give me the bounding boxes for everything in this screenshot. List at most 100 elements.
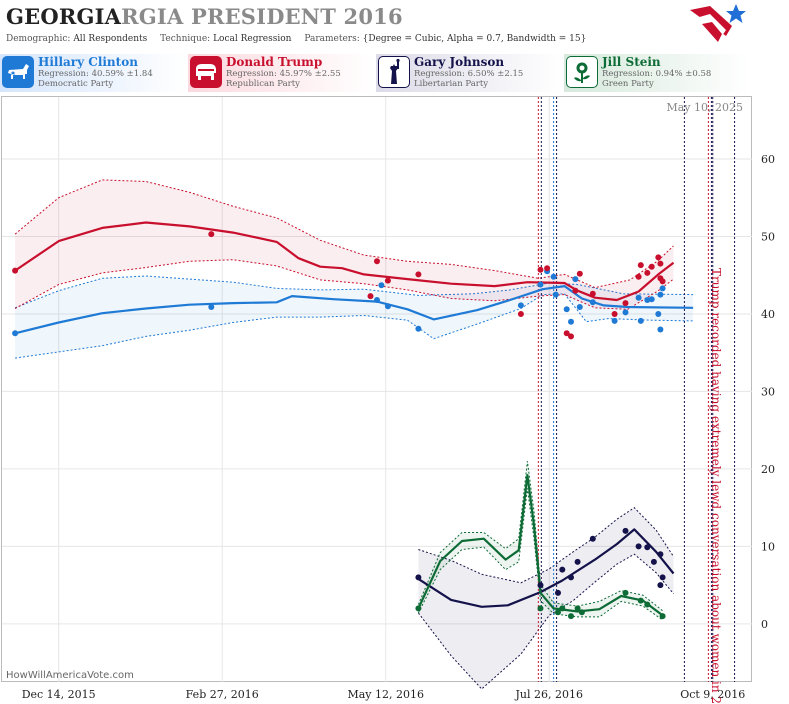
poll-point-hillary-clinton (637, 317, 644, 324)
poll-point-jill-stein (659, 613, 666, 620)
legend-party-trump: Republican Party (226, 79, 300, 89)
poll-point-hillary-clinton (415, 325, 422, 332)
poll-point-hillary-clinton (622, 309, 629, 316)
poll-point-donald-trump (415, 271, 422, 278)
legend-party-johnson: Libertarian Party (414, 79, 489, 89)
race-title: RGIA PRESIDENT 2016 (121, 4, 403, 29)
legend-party-stein: Green Party (602, 79, 654, 89)
demographic-value: All Respondents (73, 34, 148, 44)
poll-point-hillary-clinton (374, 297, 380, 303)
poll-point-donald-trump (635, 273, 642, 280)
poll-point-donald-trump (208, 231, 215, 238)
poll-point-gary-johnson (568, 574, 574, 581)
poll-point-hillary-clinton (517, 302, 524, 309)
legend-stein: Jill Stein Regression: 0.94% ±0.58 Green… (564, 54, 750, 92)
legend-name-clinton: Hillary Clinton (38, 55, 138, 69)
trend-line-donald-trump (14, 221, 675, 302)
poll-point-donald-trump (563, 330, 570, 337)
poll-point-donald-trump (648, 263, 655, 270)
poll-points (12, 231, 666, 620)
x-tick-label: Jul 26, 2016 (514, 688, 583, 701)
y-tick-label: 30 (761, 385, 775, 398)
poll-point-gary-johnson (537, 582, 544, 589)
poll-point-donald-trump (657, 260, 664, 267)
band-lower-donald-trump (14, 259, 674, 310)
legend-clinton: Hillary Clinton Regression: 40.59% ±1.84… (0, 54, 186, 92)
parameters-line: Demographic: All Respondents Technique: … (6, 34, 586, 44)
band-upper-donald-trump (14, 179, 674, 289)
poll-point-hillary-clinton (611, 317, 618, 324)
source-label: HowWillAmericaVote.com (6, 670, 134, 681)
poll-point-gary-johnson (589, 535, 596, 542)
technique-value: Local Regression (213, 34, 292, 44)
poll-point-donald-trump (568, 333, 574, 340)
poll-point-donald-trump (611, 311, 618, 317)
state-name: GEORGIA (6, 4, 122, 29)
legend-party-clinton: Democratic Party (38, 79, 114, 89)
y-axis-ticks: 0 10 20 30 40 50 60 (761, 153, 775, 631)
poll-point-jill-stein (578, 609, 585, 616)
poll-point-donald-trump (367, 293, 374, 300)
poll-point-gary-johnson (657, 551, 664, 558)
poll-point-donald-trump (622, 300, 629, 307)
legend-name-johnson: Gary Johnson (414, 55, 505, 69)
poll-point-donald-trump (537, 266, 544, 273)
y-tick-label: 0 (761, 618, 768, 631)
donkey-icon (2, 56, 34, 88)
poll-point-gary-johnson (635, 543, 642, 550)
poll-point-gary-johnson (650, 558, 657, 565)
legend-regression-johnson: Regression: 6.50% ±2.15 (414, 69, 524, 79)
band-fill-donald-trump (15, 179, 674, 310)
poll-point-hillary-clinton (659, 285, 666, 292)
poll-point-donald-trump (572, 287, 579, 294)
trend-line-gary-johnson (417, 528, 675, 608)
poll-point-donald-trump (544, 265, 551, 272)
plot-frame (1, 96, 752, 682)
x-tick-label: Dec 14, 2015 (22, 688, 96, 701)
band-lower-hillary-clinton (15, 293, 694, 359)
poll-point-jill-stein (415, 605, 422, 612)
poll-point-hillary-clinton (208, 304, 215, 310)
chart-header: GEORGIARGIA PRESIDENT 2016 Demographic: … (0, 0, 789, 50)
x-tick-label: May 12, 2016 (347, 688, 424, 701)
poll-point-hillary-clinton (635, 294, 642, 301)
poll-point-jill-stein (568, 613, 574, 620)
band-upper-hillary-clinton (14, 275, 694, 309)
poll-point-gary-johnson (574, 558, 581, 565)
legend-regression-trump: Regression: 45.97% ±2.55 (226, 69, 341, 79)
poll-point-donald-trump (374, 258, 380, 265)
legend-trump: Donald Trump Regression: 45.97% ±2.55 Re… (188, 54, 374, 92)
y-tick-label: 20 (761, 463, 775, 476)
poll-point-jill-stein (637, 597, 644, 604)
poll-point-gary-johnson (644, 544, 651, 551)
poll-point-hillary-clinton (12, 330, 19, 337)
poll-point-jill-stein (559, 605, 566, 612)
legend-name-trump: Donald Trump (226, 55, 323, 69)
y-tick-label: 50 (761, 230, 775, 243)
elephant-icon (190, 56, 222, 88)
band-upper-gary-johnson (418, 507, 674, 584)
parameters-value: {Degree = Cubic, Alpha = 0.7, Bandwidth … (362, 34, 587, 44)
poll-point-hillary-clinton (572, 276, 579, 283)
poll-point-jill-stein (555, 609, 561, 616)
y-tick-label: 40 (761, 308, 775, 321)
event-annotation: Trump recorded having extremely lewd con… (709, 268, 723, 704)
trend-line-hillary-clinton (14, 285, 694, 335)
technique-label: Technique: (160, 34, 211, 44)
poll-point-gary-johnson (555, 589, 561, 596)
trend-lines (14, 221, 694, 617)
rose-icon (566, 56, 598, 88)
poll-point-hillary-clinton (550, 273, 557, 280)
poll-point-jill-stein (644, 601, 651, 608)
poll-point-gary-johnson (415, 574, 422, 581)
poll-point-donald-trump (659, 278, 666, 285)
poll-point-donald-trump (637, 262, 644, 269)
y-tick-label: 60 (761, 153, 775, 166)
legend-johnson: Gary Johnson Regression: 6.50% ±2.15 Lib… (376, 54, 562, 92)
poll-point-hillary-clinton (657, 326, 664, 333)
chart-title: GEORGIARGIA PRESIDENT 2016 (6, 4, 403, 29)
poll-point-hillary-clinton (384, 303, 391, 310)
poll-point-hillary-clinton (589, 299, 596, 306)
poll-point-donald-trump (517, 311, 524, 317)
band-lower-jill-stein (417, 488, 663, 621)
